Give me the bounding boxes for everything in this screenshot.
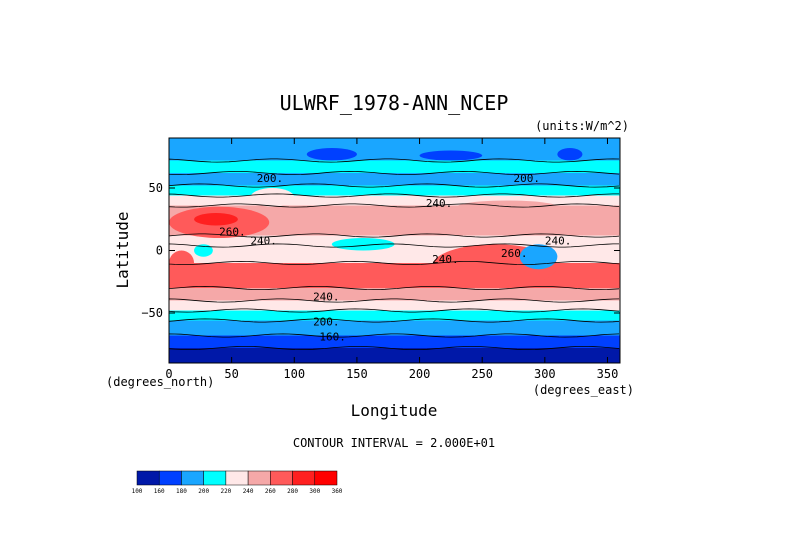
y-unit-label: (degrees_north) [106, 375, 214, 389]
feature-12 [169, 335, 620, 341]
x-tick-label-300: 300 [534, 367, 556, 381]
contour-line-14 [168, 346, 620, 351]
colorbar: 100 160 180 200 220 240 260 280 300 360 [132, 470, 343, 495]
colorbar-level-5: 240 [243, 488, 254, 495]
lat-band-0 [169, 138, 620, 161]
feature-1 [194, 213, 238, 226]
x-tick-label-100: 100 [283, 367, 305, 381]
colorbar-level-4: 220 [220, 488, 231, 495]
contour-label-7: 240. [545, 234, 572, 247]
contour-line-11 [168, 308, 620, 313]
x-tick-label-350: 350 [597, 367, 619, 381]
contour-label-6: 260. [501, 247, 527, 260]
lat-band-6 [169, 235, 620, 246]
feature-11 [557, 148, 583, 161]
contour-label-10: 160. [319, 331, 346, 344]
contour-label-4: 240. [250, 234, 276, 247]
chart-title: ULWRF_1978-ANN_NCEP [280, 91, 509, 115]
feature-2 [250, 188, 295, 207]
contour-line-6 [168, 233, 620, 238]
contour-line-4 [168, 193, 619, 198]
colorbar-swatch-3 [203, 470, 227, 486]
colorbar-level-8: 300 [309, 488, 320, 495]
contour-label-0: 200. [257, 172, 284, 185]
plot-area [169, 138, 620, 363]
lat-band-4 [169, 195, 620, 206]
x-tick-label-0: 0 [165, 367, 172, 381]
feature-7 [331, 238, 395, 251]
y-tick-label--50: −50 [141, 306, 163, 320]
y-axis-label: Latitude [113, 211, 132, 288]
contour-lines [168, 158, 620, 351]
contour-label-3: 260. [219, 226, 246, 239]
lat-band-14 [169, 348, 620, 363]
contour-line-1 [168, 158, 620, 163]
contour-line-12 [168, 318, 620, 323]
feature-6 [194, 244, 213, 257]
colorbar-level-7: 280 [287, 488, 298, 495]
colorbar-swatch-4 [225, 470, 249, 486]
lat-band-11 [169, 310, 620, 321]
y-tick-label-0: 0 [156, 244, 163, 258]
feature-5 [519, 244, 558, 270]
colorbar-swatch-2 [181, 470, 204, 486]
colorbar-level-1: 160 [154, 488, 165, 495]
colorbar-swatch-7 [292, 470, 316, 486]
contour-line-9 [168, 285, 620, 291]
feature-10 [419, 150, 483, 161]
feature-8 [169, 250, 195, 276]
colorbar-swatch-5 [247, 470, 271, 486]
contour-label-8: 240. [313, 291, 340, 304]
colorbar-swatch-8 [314, 470, 338, 486]
y-axis: 50 0 −50 [141, 181, 620, 320]
contour-line-13 [168, 333, 620, 338]
contour-line-5 [168, 203, 620, 208]
contour-line-7 [168, 243, 619, 248]
colorbar-swatch-1 [158, 470, 182, 486]
units-label: (units:W/m^2) [535, 119, 629, 133]
lat-band-3 [169, 185, 620, 196]
lat-band-9 [169, 288, 620, 301]
contour-labels: 200. 200. 240. 260. 240. 240. 260. 240. 240. 200.… [219, 172, 571, 344]
colorbar-level-6: 260 [265, 488, 276, 495]
contour-line-2 [168, 170, 620, 176]
x-axis: 0 50 100 150 200 250 300 350 [165, 138, 618, 381]
colorbar-level-0: 100 [132, 488, 143, 495]
lat-band-10 [169, 300, 620, 311]
lat-band-1 [169, 160, 620, 173]
contour-label-1: 200. [514, 172, 541, 185]
colorbar-level-2: 180 [176, 488, 187, 495]
feature-9 [306, 148, 357, 161]
contour-line-8 [168, 260, 620, 266]
x-tick-label-50: 50 [224, 367, 238, 381]
contour-label-5: 240. [432, 253, 459, 266]
x-tick-label-250: 250 [471, 367, 493, 381]
contour-label-2: 240. [426, 197, 453, 210]
contour-line-10 [168, 298, 620, 303]
contour-label-9: 200. [313, 316, 340, 329]
colorbar-swatch-0 [136, 470, 160, 486]
x-tick-label-200: 200 [409, 367, 431, 381]
lat-band-2 [169, 173, 620, 186]
colorbar-level-3: 200 [198, 488, 209, 495]
colorbar-level-9: 360 [332, 488, 343, 495]
x-unit-label: (degrees_east) [533, 383, 634, 397]
x-tick-label-150: 150 [346, 367, 368, 381]
contour-interval-text: CONTOUR INTERVAL = 2.000E+01 [293, 436, 495, 450]
y-tick-label-50: 50 [149, 181, 163, 195]
lat-band-12 [169, 320, 620, 336]
x-axis-label: Longitude [351, 401, 438, 420]
colorbar-swatch-6 [270, 470, 293, 486]
contour-line-3 [168, 183, 620, 188]
